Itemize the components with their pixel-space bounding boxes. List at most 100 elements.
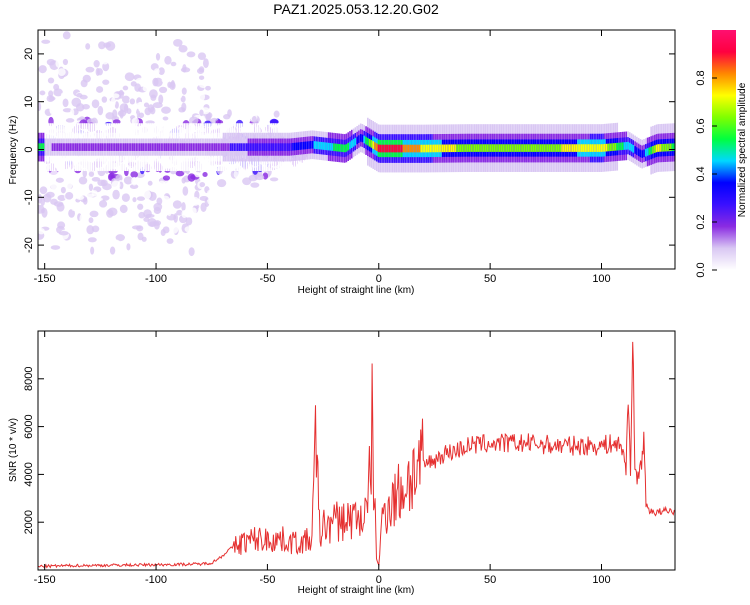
spectrogram-ridge-cell xyxy=(203,143,205,151)
spectrogram-ridge-cell xyxy=(628,142,631,151)
spectrogram-noise-cell xyxy=(111,93,120,99)
spectrogram-ridge-cell xyxy=(507,144,510,152)
spectrogram-ridge-cell xyxy=(103,143,105,151)
spectrogram-noise-cell xyxy=(273,110,280,118)
spectrogram-noise-cell xyxy=(198,91,206,102)
spectrogram-ridge-cell xyxy=(452,144,455,153)
spectrogram-ridge-cell xyxy=(121,143,123,151)
spectrogram-ridge-cell xyxy=(577,144,579,152)
spectrogram-ridge-cell xyxy=(67,143,70,151)
spectrogram-noise-cell xyxy=(147,180,153,186)
spectrogram-ridge-cell xyxy=(625,142,627,150)
spectrogram-noise-cell xyxy=(142,85,148,92)
spectrogram-noise-cell xyxy=(38,227,45,235)
snr-x-tick-label: 100 xyxy=(592,574,610,586)
spectrogram-ridge-cell xyxy=(65,143,68,151)
spectrogram-ridge-cell xyxy=(231,143,234,151)
spectrogram-ridge-cell xyxy=(650,146,652,155)
spectrogram-ridge-cell xyxy=(96,143,98,151)
spectrogram-ridge-cell xyxy=(457,144,460,152)
spectrogram-ridge-cell xyxy=(375,143,378,151)
spectrogram-ridge-cell xyxy=(179,143,182,151)
spectrogram-noise-cell xyxy=(88,198,99,208)
spectrogram-ridge-cell xyxy=(440,144,442,153)
spectrogram-ridge-cell xyxy=(251,143,253,151)
spectrogram-ridge-cell xyxy=(634,146,636,154)
spectrogram-noise-cell xyxy=(153,220,162,226)
snr-y-tick-label: 6000 xyxy=(23,414,35,438)
spectrogram-ridge-cell xyxy=(40,143,43,151)
spectrogram-noise-cell xyxy=(178,44,188,53)
spectrogram-ridge-cell xyxy=(253,143,255,151)
spectrogram-ridge-cell xyxy=(604,143,606,152)
spectrogram-noise-cell xyxy=(216,179,227,188)
spectrogram-noise-cell xyxy=(155,52,161,61)
spectrogram-ridge-cell xyxy=(71,143,73,151)
spectrogram-ridge-cell xyxy=(431,144,433,153)
spectrogram-ridge-cell xyxy=(662,143,665,152)
spectrogram-ridge-cell xyxy=(652,146,654,154)
spectrogram-ridge-cell xyxy=(219,143,221,151)
spectrogram-noise-cell xyxy=(202,171,208,177)
spectrogram-ridge-cell xyxy=(571,144,574,152)
spectrogram-ridge-cell xyxy=(165,143,168,151)
spectrogram-noise-cell xyxy=(112,119,121,125)
spectrogram-noise-cell xyxy=(202,58,209,69)
spectrogram-noise-cell xyxy=(184,226,192,233)
spectrogram-noise-cell xyxy=(131,205,137,213)
spectrogram-ridge-cell xyxy=(131,143,134,151)
spectrogram-ridge-cell xyxy=(265,143,268,151)
spectrogram-ridge-cell xyxy=(163,143,166,151)
spectrogram-ridge-cell xyxy=(482,144,485,152)
spectrogram-ridge-cell xyxy=(128,143,130,151)
spectrogram-noise-cell xyxy=(187,68,197,79)
spectrogram-ridge-cell xyxy=(80,143,82,151)
spectrogram-noise-cell xyxy=(158,94,164,105)
spectrogram-ridge-cell xyxy=(73,143,75,151)
spectrogram-ridge-cell xyxy=(133,143,136,151)
spectrogram-ridge-cell xyxy=(147,143,150,151)
snr-series-line xyxy=(38,341,675,569)
snr-x-axis-label: Height of straight line (km) xyxy=(298,585,415,596)
spectrogram-ridge-cell xyxy=(46,143,48,151)
spectrogram-ridge-cell xyxy=(632,145,635,153)
spectrogram-ridge-cell xyxy=(295,142,298,151)
spectrogram-ridge-cell xyxy=(174,143,177,151)
spectrogram-ridge-cell xyxy=(472,144,474,152)
spectrogram-noise-cell xyxy=(207,189,213,197)
spectrogram-ridge-cell xyxy=(156,143,159,151)
spectrogram-noise-cell xyxy=(97,105,104,116)
spectrogram-noise-cell xyxy=(158,86,168,94)
spectrogram-ridge-cell xyxy=(343,144,346,153)
spectrogram-ridge-cell xyxy=(432,144,435,153)
spectrogram-noise-cell xyxy=(187,181,194,190)
spectrogram-ridge-cell xyxy=(406,144,408,153)
spectrogram-ridge-cell xyxy=(270,143,273,151)
spectrogram-ridge-cell xyxy=(620,142,622,151)
spectrogram-ridge-cell xyxy=(108,143,111,151)
spectrogram-noise-cell xyxy=(38,102,42,112)
spectrogram-ridge-cell xyxy=(470,144,472,152)
spectrogram-ridge-cell xyxy=(235,143,237,151)
spectrogram-ridge-cell xyxy=(224,143,227,151)
spectrogram-noise-cell xyxy=(62,98,69,108)
spectrogram-ridge-cell xyxy=(74,143,77,151)
spectrogram-ridge-cell xyxy=(190,143,193,151)
spectrogram-noise-cell xyxy=(71,97,82,107)
snr-x-tick-label: 50 xyxy=(484,574,496,586)
spectrogram-ridge-cell xyxy=(393,144,396,153)
spectrogram-ridge-cell xyxy=(377,144,380,153)
spectrogram-noise-cell xyxy=(76,195,85,200)
spectrogram-noise-cell xyxy=(113,132,122,138)
spectrogram-noise-cell xyxy=(38,73,43,80)
spectrogram-noise-cell xyxy=(121,95,131,104)
spectrogram-ridge-cell xyxy=(570,144,572,152)
spectrogram-ridge-cell xyxy=(443,144,446,153)
spectrogram-noise-cell xyxy=(197,52,207,60)
spectrogram-noise-cell xyxy=(55,177,64,183)
spectrogram-ridge-cell xyxy=(90,143,93,151)
spectrogram-ridge-cell xyxy=(559,144,562,152)
spectrogram-ridge-cell xyxy=(162,143,164,151)
spectrogram-ridge-cell xyxy=(374,142,376,150)
spectrogram-ridge-cell xyxy=(171,143,173,151)
